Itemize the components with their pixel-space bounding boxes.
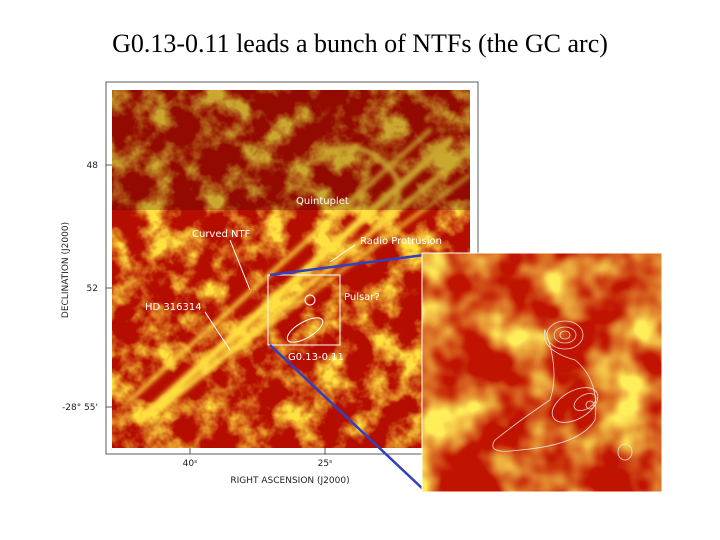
annotation: G0.13-0.11 (288, 352, 344, 363)
annotation: Quintuplet (296, 196, 349, 207)
annotation: HD 316314 (145, 302, 202, 313)
radio-image (112, 90, 470, 448)
annotation-lines (204, 239, 356, 351)
slide-title: G0.13-0.11 leads a bunch of NTFs (the GC… (112, 29, 608, 58)
zoom-line (269, 344, 425, 491)
y-tick-label: 48 (87, 161, 99, 171)
annotation: Pulsar? (344, 292, 380, 303)
y-tick-label: -28° 55' (62, 403, 98, 413)
annotation: Curved NTF (192, 229, 251, 240)
x-tick-label: 25ˢ (318, 459, 333, 469)
y-tick-label: 52 (87, 284, 98, 294)
annotation: Radio Protrusion (360, 236, 442, 247)
x-axis-label: RIGHT ASCENSION (J2000) (230, 476, 349, 486)
x-tick-label: 40ˢ (183, 459, 198, 469)
y-axis-label: DECLINATION (J2000) (61, 222, 71, 318)
zoom-line (269, 253, 425, 277)
inset-image (421, 252, 663, 493)
frame-ticks (106, 164, 326, 454)
